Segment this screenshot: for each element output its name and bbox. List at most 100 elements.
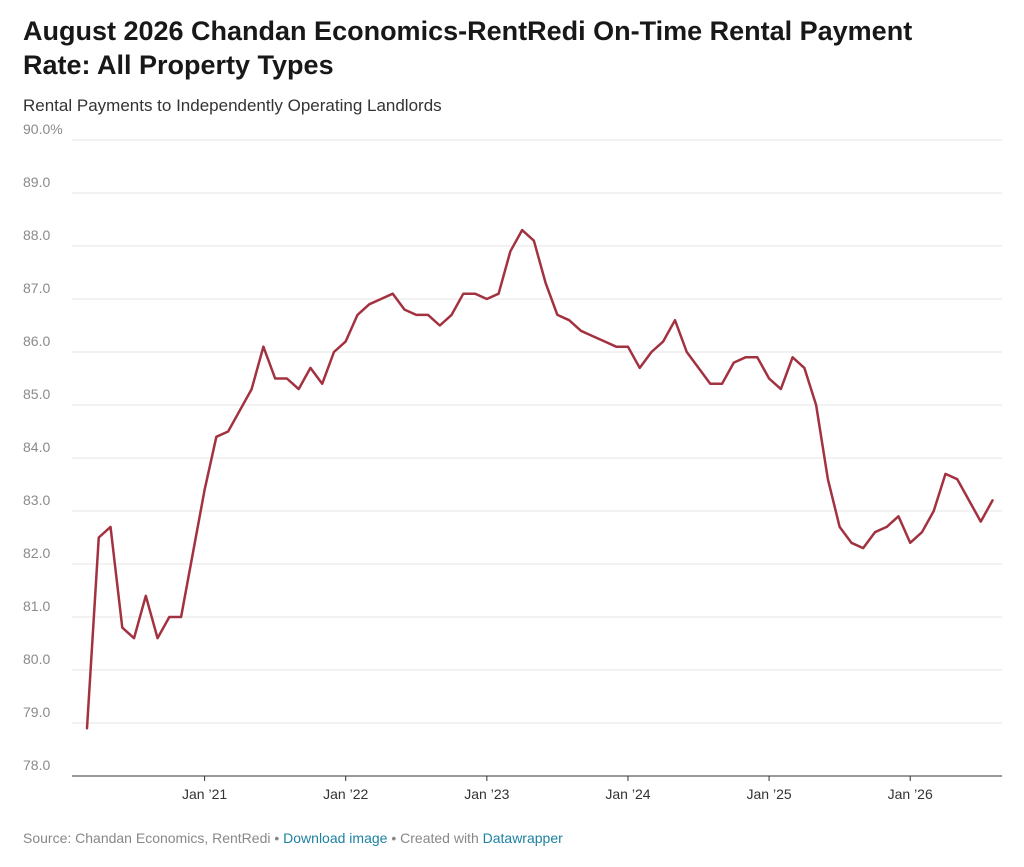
data-point	[578, 328, 584, 334]
data-point	[202, 487, 208, 493]
data-point	[778, 386, 784, 392]
y-tick-label: 80.0	[23, 651, 50, 667]
data-point	[249, 386, 255, 392]
data-point	[119, 625, 125, 631]
footer-separator: •	[274, 830, 280, 846]
datawrapper-link[interactable]: Datawrapper	[482, 830, 563, 846]
data-point	[672, 317, 678, 323]
x-tick-label: Jan ’26	[888, 786, 933, 802]
data-point	[954, 476, 960, 482]
data-point	[990, 497, 996, 503]
data-point	[648, 349, 654, 355]
data-point	[131, 635, 137, 641]
data-point	[942, 471, 948, 477]
data-point	[390, 291, 396, 297]
line-chart: 90.0% 89.0 88.0 87.0 86.0 85.0 84.0 83.0 82.0 81.…	[23, 121, 1002, 802]
data-point	[590, 333, 596, 339]
data-point	[155, 635, 161, 641]
data-point	[978, 519, 984, 525]
data-point	[143, 593, 149, 599]
data-point	[484, 296, 490, 302]
data-point	[872, 529, 878, 535]
x-tick-label: Jan ’21	[182, 786, 227, 802]
data-point	[860, 545, 866, 551]
x-tick-label: Jan ’24	[605, 786, 650, 802]
chart-footer: Source: Chandan Economics, RentRedi • Do…	[23, 829, 563, 847]
y-tick-label: 79.0	[23, 704, 50, 720]
data-point	[307, 365, 313, 371]
y-tick-label: 87.0	[23, 280, 50, 296]
y-tick-label: 83.0	[23, 492, 50, 508]
data-point	[178, 614, 184, 620]
data-point	[166, 614, 172, 620]
data-point	[637, 365, 643, 371]
download-image-link[interactable]: Download image	[283, 830, 388, 846]
created-with-text: Created with	[400, 830, 479, 846]
data-point	[801, 365, 807, 371]
data-point	[825, 476, 831, 482]
y-tick-label: 88.0	[23, 227, 50, 243]
data-point	[931, 508, 937, 514]
data-point	[108, 524, 114, 530]
data-point	[813, 402, 819, 408]
data-point	[601, 338, 607, 344]
y-tick-label: 86.0	[23, 333, 50, 349]
data-point	[566, 317, 572, 323]
data-point	[837, 524, 843, 530]
data-point	[731, 360, 737, 366]
data-point	[966, 497, 972, 503]
y-tick-label: 85.0	[23, 386, 50, 402]
chart-title: August 2026 Chandan Economics-RentRedi O…	[23, 16, 913, 80]
data-point	[449, 312, 455, 318]
data-point	[331, 349, 337, 355]
data-point	[719, 381, 725, 387]
series-line-on-time-payment-rate	[85, 228, 994, 730]
data-point	[260, 344, 266, 350]
data-point	[96, 535, 102, 541]
data-point	[895, 513, 901, 519]
data-point	[554, 312, 560, 318]
data-point	[354, 312, 360, 318]
data-point	[684, 349, 690, 355]
data-point	[378, 296, 384, 302]
y-tick-label: 78.0	[23, 757, 50, 773]
x-tick-label: Jan ’25	[747, 786, 792, 802]
y-tick-label: 81.0	[23, 598, 50, 614]
data-point	[907, 540, 913, 546]
data-point	[696, 365, 702, 371]
data-point	[519, 227, 525, 233]
data-point	[84, 725, 90, 731]
source-note: Source: Chandan Economics, RentRedi	[23, 830, 271, 846]
y-axis-labels: 90.0% 89.0 88.0 87.0 86.0 85.0 84.0 83.0 82.0 81.…	[23, 121, 63, 773]
data-point	[272, 376, 278, 382]
data-points	[84, 227, 996, 731]
y-tick-label: 84.0	[23, 439, 50, 455]
data-point	[284, 376, 290, 382]
gridlines	[72, 139, 1002, 777]
y-tick-label: 89.0	[23, 174, 50, 190]
data-point	[884, 524, 890, 530]
data-point	[496, 291, 502, 297]
data-point	[296, 386, 302, 392]
data-point	[213, 434, 219, 440]
data-point	[402, 307, 408, 313]
x-axis-labels: Jan ’21 Jan ’22 Jan ’23 Jan ’24 Jan ’25 Jan ’…	[182, 776, 933, 802]
data-point	[472, 291, 478, 297]
data-point	[225, 429, 231, 435]
data-point	[848, 540, 854, 546]
data-point	[531, 238, 537, 244]
y-tick-label: 90.0%	[23, 121, 63, 137]
data-point	[343, 338, 349, 344]
data-point	[660, 338, 666, 344]
data-point	[543, 280, 549, 286]
data-point	[754, 354, 760, 360]
data-point	[507, 248, 513, 254]
data-point	[766, 376, 772, 382]
x-tick-label: Jan ’22	[323, 786, 368, 802]
footer-separator: •	[391, 830, 397, 846]
data-point	[437, 323, 443, 329]
data-point	[366, 301, 372, 307]
y-tick-label: 82.0	[23, 545, 50, 561]
data-point	[190, 550, 196, 556]
data-point	[319, 381, 325, 387]
